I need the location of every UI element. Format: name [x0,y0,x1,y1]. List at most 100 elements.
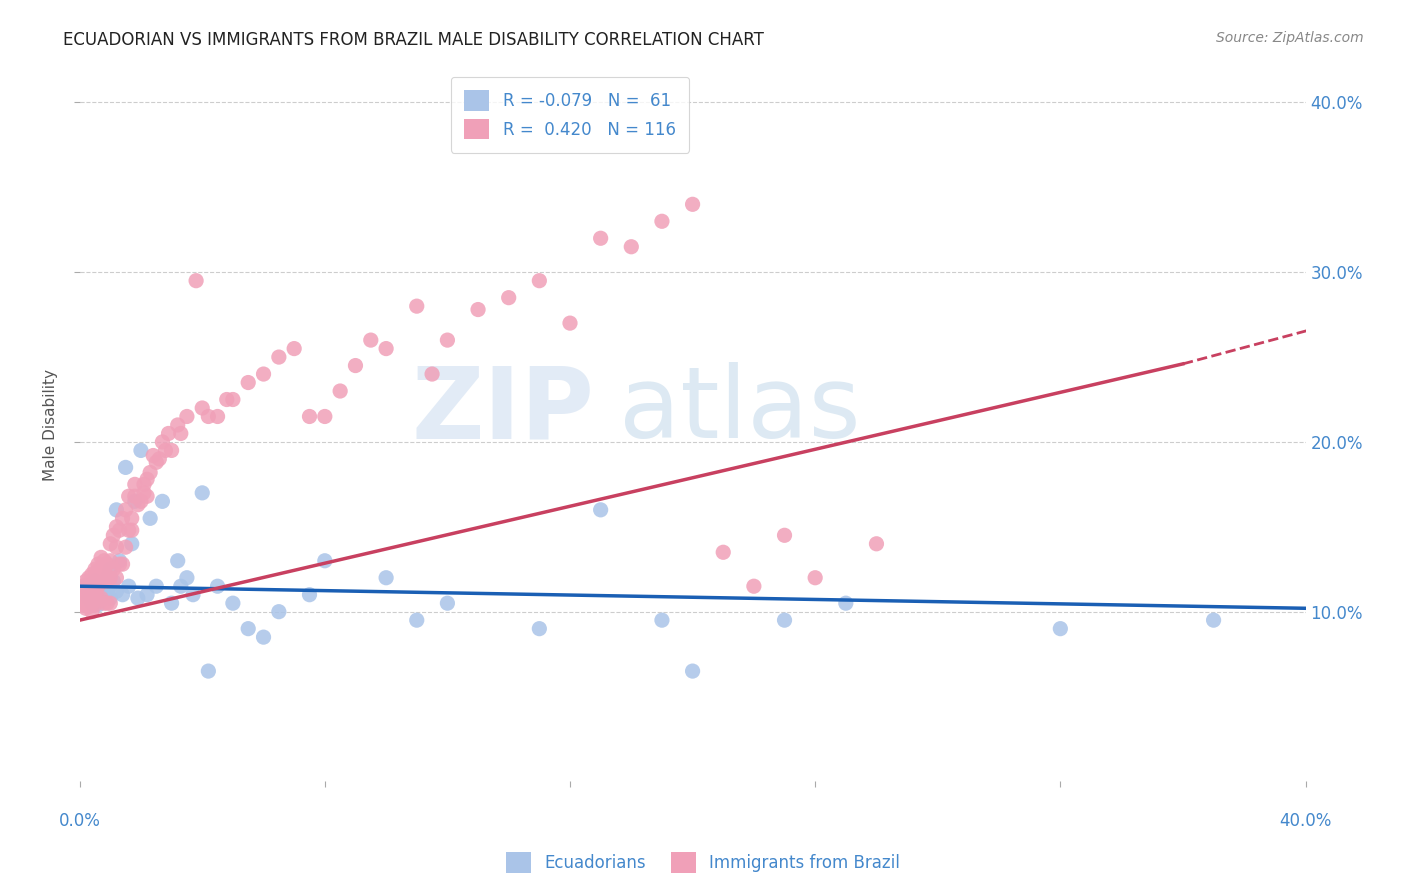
Point [98,537,121,551]
Point [207,579,229,593]
Point [267,350,290,364]
Point [160,596,183,610]
Point [93,577,115,591]
Point [529,274,551,288]
Point [84,577,107,591]
Point [129,443,152,458]
Point [283,342,305,356]
Point [360,333,382,347]
Point [405,613,427,627]
Point [420,367,443,381]
Point [108,557,131,571]
Point [132,486,155,500]
Point [105,540,128,554]
Point [93,574,115,588]
Point [238,622,260,636]
Point [835,596,858,610]
Point [197,664,219,678]
Point [132,477,155,491]
Point [152,494,174,508]
Point [80,577,103,591]
Point [152,434,174,449]
Point [651,613,673,627]
Point [136,489,159,503]
Point [207,409,229,424]
Point [124,477,146,491]
Point [80,596,103,610]
Point [87,575,110,590]
Point [84,592,107,607]
Point [215,392,238,407]
Point [77,592,100,607]
Point [742,579,765,593]
Point [166,417,188,432]
Point [191,486,214,500]
Point [75,586,97,600]
Text: ECUADORIAN VS IMMIGRANTS FROM BRAZIL MALE DISABILITY CORRELATION CHART: ECUADORIAN VS IMMIGRANTS FROM BRAZIL MAL… [63,31,763,49]
Point [103,528,125,542]
Point [77,591,100,606]
Text: 0.0%: 0.0% [59,812,101,830]
Point [80,590,103,604]
Legend: Ecuadorians, Immigrants from Brazil: Ecuadorians, Immigrants from Brazil [499,846,907,880]
Point [77,577,100,591]
Point [111,557,134,571]
Point [114,503,136,517]
Point [84,562,107,576]
Point [436,596,458,610]
Point [558,316,581,330]
Point [114,460,136,475]
Point [98,562,121,576]
Point [111,588,134,602]
Point [90,591,112,606]
Point [314,554,336,568]
Point [87,574,110,588]
Point [87,588,110,602]
Point [80,591,103,606]
Point [108,554,131,568]
Point [267,605,290,619]
Point [298,409,321,424]
Point [96,574,118,588]
Point [529,622,551,636]
Point [105,584,128,599]
Point [184,274,207,288]
Point [711,545,734,559]
Point [865,537,887,551]
Point [773,613,796,627]
Point [181,588,204,602]
Point [75,591,97,606]
Point [84,582,107,597]
Point [314,409,336,424]
Point [136,472,159,486]
Point [87,598,110,612]
Point [93,596,115,610]
Point [80,584,103,599]
Point [114,540,136,554]
Point [90,562,112,576]
Point [127,498,149,512]
Point [375,571,398,585]
Text: ZIP: ZIP [412,362,595,459]
Point [75,596,97,610]
Point [77,582,100,597]
Point [84,574,107,588]
Point [90,581,112,595]
Point [191,401,214,415]
Point [87,579,110,593]
Point [197,409,219,424]
Point [98,579,121,593]
Point [77,571,100,585]
Point [124,494,146,508]
Point [139,511,162,525]
Point [80,605,103,619]
Point [651,214,673,228]
Point [77,599,100,614]
Text: 40.0%: 40.0% [1279,812,1331,830]
Point [682,197,704,211]
Point [87,591,110,606]
Point [103,574,125,588]
Point [72,579,94,593]
Point [108,523,131,537]
Point [72,598,94,612]
